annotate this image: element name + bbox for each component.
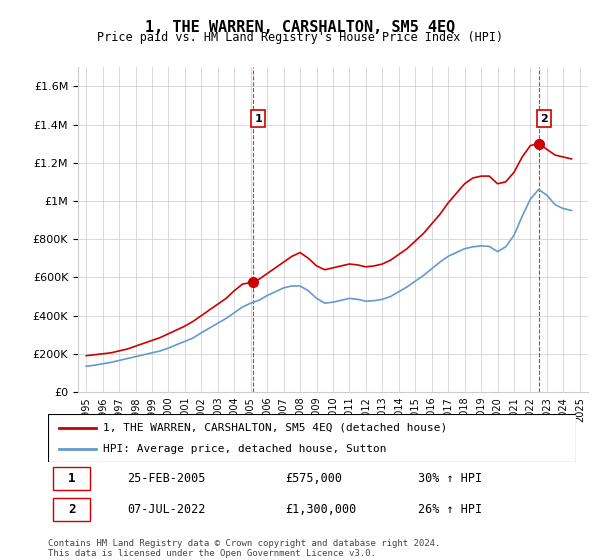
Text: 1, THE WARREN, CARSHALTON, SM5 4EQ: 1, THE WARREN, CARSHALTON, SM5 4EQ (145, 20, 455, 35)
Text: 07-JUL-2022: 07-JUL-2022 (127, 503, 206, 516)
Text: 1: 1 (68, 472, 76, 486)
FancyBboxPatch shape (53, 498, 90, 521)
Text: 30% ↑ HPI: 30% ↑ HPI (418, 472, 482, 486)
Text: Price paid vs. HM Land Registry's House Price Index (HPI): Price paid vs. HM Land Registry's House … (97, 31, 503, 44)
FancyBboxPatch shape (48, 414, 576, 462)
Text: HPI: Average price, detached house, Sutton: HPI: Average price, detached house, Sutt… (103, 444, 387, 454)
Text: 2: 2 (540, 114, 548, 124)
Text: £1,300,000: £1,300,000 (286, 503, 357, 516)
Text: 2: 2 (68, 503, 76, 516)
Text: 26% ↑ HPI: 26% ↑ HPI (418, 503, 482, 516)
FancyBboxPatch shape (53, 467, 90, 491)
Text: Contains HM Land Registry data © Crown copyright and database right 2024.
This d: Contains HM Land Registry data © Crown c… (48, 539, 440, 558)
Text: 1: 1 (254, 114, 262, 124)
Text: 25-FEB-2005: 25-FEB-2005 (127, 472, 206, 486)
Text: £575,000: £575,000 (286, 472, 343, 486)
Text: 1, THE WARREN, CARSHALTON, SM5 4EQ (detached house): 1, THE WARREN, CARSHALTON, SM5 4EQ (deta… (103, 423, 448, 433)
